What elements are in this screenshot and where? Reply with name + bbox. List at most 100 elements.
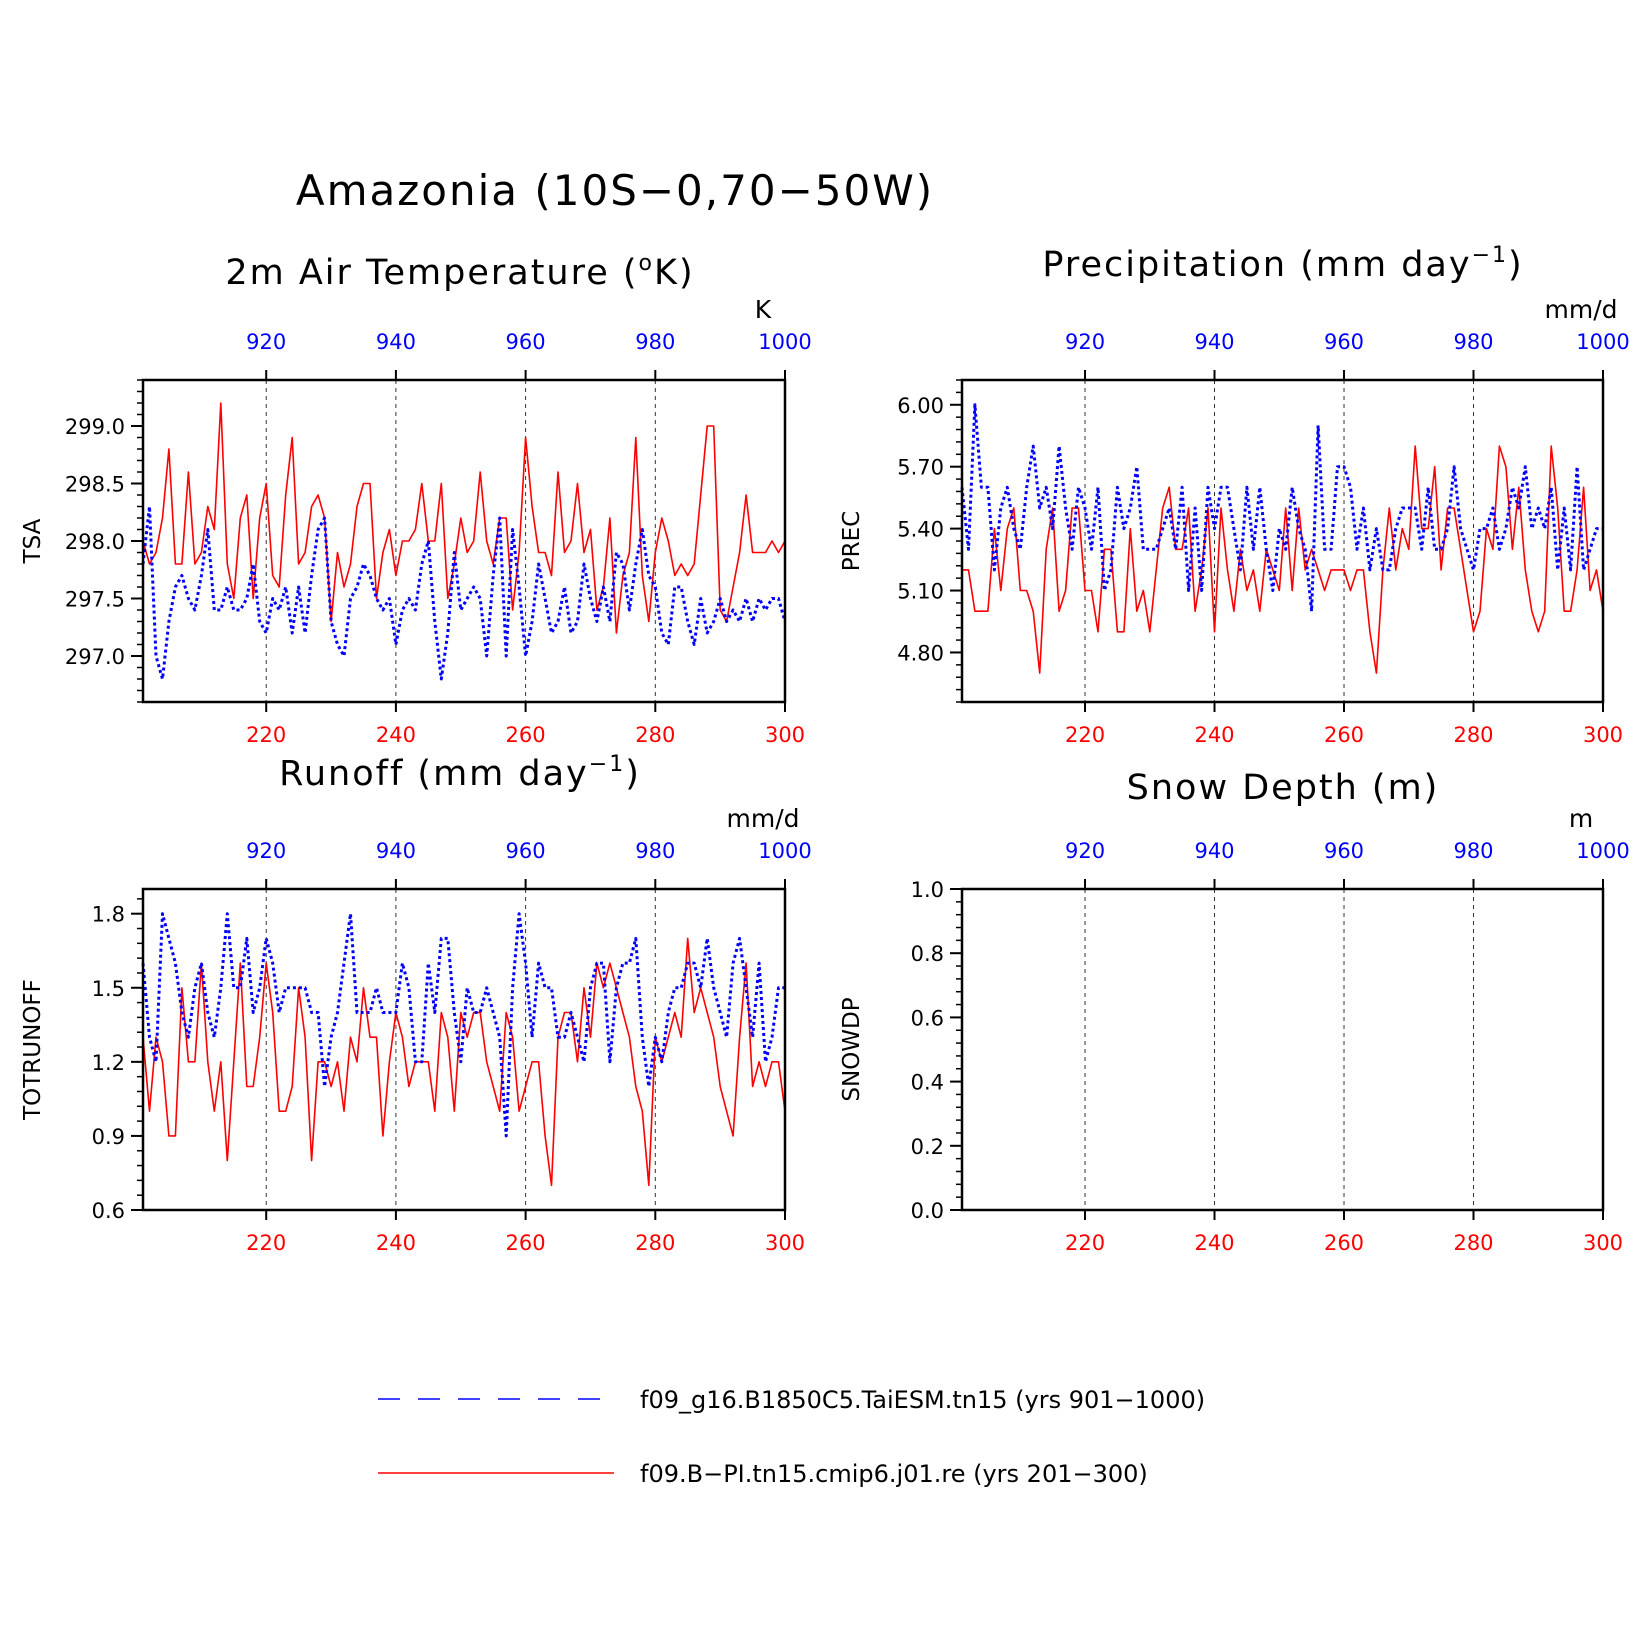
series-line-blue (141, 912, 785, 1138)
y-tick-label: 5.40 (897, 518, 944, 542)
y-tick-label: 0.9 (92, 1125, 125, 1149)
legend-label-blue: f09_g16.B1850C5.TaiESM.tn15 (yrs 901−100… (640, 1386, 1205, 1414)
y-axis-label: TSA (20, 518, 46, 564)
units-label: K (755, 295, 772, 324)
legend: f09_g16.B1850C5.TaiESM.tn15 (yrs 901−100… (378, 1386, 1205, 1488)
x-top-tick-label: 920 (1065, 839, 1105, 863)
x-top-tick-label: 980 (635, 330, 675, 354)
x-top-tick-label: 940 (376, 330, 416, 354)
x-top-tick-label: 940 (1194, 839, 1234, 863)
y-tick-label: 0.0 (911, 1199, 944, 1223)
x-bottom-tick-label: 280 (1453, 723, 1493, 747)
y-tick-label: 298.5 (65, 473, 125, 497)
y-tick-label: 1.8 (92, 903, 125, 927)
x-top-tick-label: 960 (1324, 330, 1364, 354)
panel-precipitation: Precipitation (mm day−1) mm/d PREC 4.80 5.10… (839, 243, 1630, 747)
legend-label-red: f09.B−PI.tn15.cmip6.j01.re (yrs 201−300) (640, 1460, 1148, 1488)
series-line-blue (960, 403, 1603, 613)
panel-title: Precipitation (mm day−1) (1042, 243, 1523, 285)
x-top-tick-label: 1000 (758, 330, 811, 354)
x-top-tick-label: 940 (376, 839, 416, 863)
panel-title-superscript: −1 (1472, 243, 1508, 268)
x-bottom-tick-label: 280 (635, 723, 675, 747)
units-label: mm/d (1545, 295, 1618, 324)
panel-title-tail: ) (1508, 245, 1524, 285)
x-bottom-tick-label: 300 (765, 1231, 805, 1255)
x-top-tick-label: 960 (506, 330, 546, 354)
x-top-tick-label: 940 (1194, 330, 1234, 354)
x-bottom-tick-label: 260 (1324, 723, 1364, 747)
x-bottom-tick-label: 260 (506, 1231, 546, 1255)
x-bottom-tick-label: 220 (246, 1231, 286, 1255)
x-bottom-tick-label: 220 (1065, 1231, 1105, 1255)
panel-snow-depth: Snow Depth (m) m SNOWDP 0.0 0.2 0.4 0.6 0.8 1.0 2… (839, 768, 1630, 1255)
x-bottom-tick-label: 220 (1065, 723, 1105, 747)
y-tick-label: 1.2 (92, 1051, 125, 1075)
panel-runoff: Runoff (mm day−1) mm/d TOTRUNOFF 0.6 0.9 1.2 1… (20, 752, 812, 1255)
panel-title-tail: K) (654, 253, 695, 293)
x-bottom-tick-label: 240 (1194, 723, 1234, 747)
y-tick-label: 0.8 (911, 942, 944, 966)
y-tick-label: 5.70 (897, 456, 944, 480)
panel-title-text: Precipitation (mm day (1042, 245, 1471, 285)
panel-title-superscript: o (639, 251, 654, 276)
x-bottom-tick-label: 300 (1583, 723, 1623, 747)
y-tick-label: 6.00 (897, 394, 944, 418)
y-axis-label: PREC (839, 511, 865, 571)
x-top-tick-label: 980 (635, 839, 675, 863)
y-tick-label: 0.6 (911, 1006, 944, 1030)
x-top-tick-label: 920 (246, 839, 286, 863)
x-bottom-tick-label: 220 (246, 723, 286, 747)
x-top-tick-label: 1000 (758, 839, 811, 863)
x-top-tick-label: 960 (1324, 839, 1364, 863)
x-bottom-tick-label: 280 (1453, 1231, 1493, 1255)
x-top-tick-label: 1000 (1576, 330, 1629, 354)
y-tick-label: 299.0 (65, 415, 125, 439)
series-line-blue (141, 505, 787, 681)
x-top-tick-label: 920 (246, 330, 286, 354)
panel-title-tail: ) (625, 754, 641, 794)
series-line-red (142, 937, 786, 1187)
x-bottom-tick-label: 240 (376, 723, 416, 747)
x-bottom-tick-label: 260 (1324, 1231, 1364, 1255)
figure-title: Amazonia (10S−0,70−50W) (296, 166, 934, 215)
x-top-tick-label: 980 (1453, 839, 1493, 863)
panel-title-superscript: −1 (589, 752, 625, 777)
y-tick-label: 298.0 (65, 530, 125, 554)
y-tick-label: 297.0 (65, 645, 125, 669)
series-line-red (962, 445, 1604, 674)
x-top-tick-label: 920 (1065, 330, 1105, 354)
y-tick-label: 4.80 (897, 641, 944, 665)
panel-title-text: 2m Air Temperature ( (225, 253, 638, 293)
y-tick-label: 0.6 (92, 1199, 125, 1223)
y-tick-label: 0.2 (911, 1135, 944, 1159)
plot-frame (141, 378, 787, 704)
x-top-tick-label: 980 (1453, 330, 1493, 354)
plot-frame (141, 887, 787, 1212)
x-bottom-tick-label: 260 (506, 723, 546, 747)
units-label: mm/d (727, 804, 800, 833)
y-axis-label: TOTRUNOFF (20, 979, 46, 1121)
x-top-tick-label: 1000 (1576, 839, 1629, 863)
units-label: m (1569, 804, 1593, 833)
x-bottom-tick-label: 300 (1583, 1231, 1623, 1255)
x-bottom-tick-label: 240 (376, 1231, 416, 1255)
panel-title: Snow Depth (m) (1127, 768, 1440, 808)
y-tick-label: 297.5 (65, 588, 125, 612)
x-bottom-tick-label: 240 (1194, 1231, 1234, 1255)
panel-title-text: Runoff (mm day (279, 754, 589, 794)
y-tick-label: 1.0 (911, 878, 944, 902)
x-bottom-tick-label: 280 (635, 1231, 675, 1255)
panel-air-temperature: 2m Air Temperature (oK) K TSA 297.0 297.5 298… (20, 251, 812, 747)
series-line-red (142, 402, 786, 634)
y-tick-label: 0.4 (911, 1071, 944, 1095)
y-tick-label: 5.10 (897, 580, 944, 604)
y-tick-label: 1.5 (92, 977, 125, 1001)
panel-title-text: Snow Depth (m) (1127, 768, 1440, 808)
plot-frame (960, 887, 1605, 1212)
panel-title: Runoff (mm day−1) (279, 752, 641, 794)
x-top-tick-label: 960 (506, 839, 546, 863)
x-bottom-tick-label: 300 (765, 723, 805, 747)
y-axis-label: SNOWDP (839, 997, 865, 1101)
